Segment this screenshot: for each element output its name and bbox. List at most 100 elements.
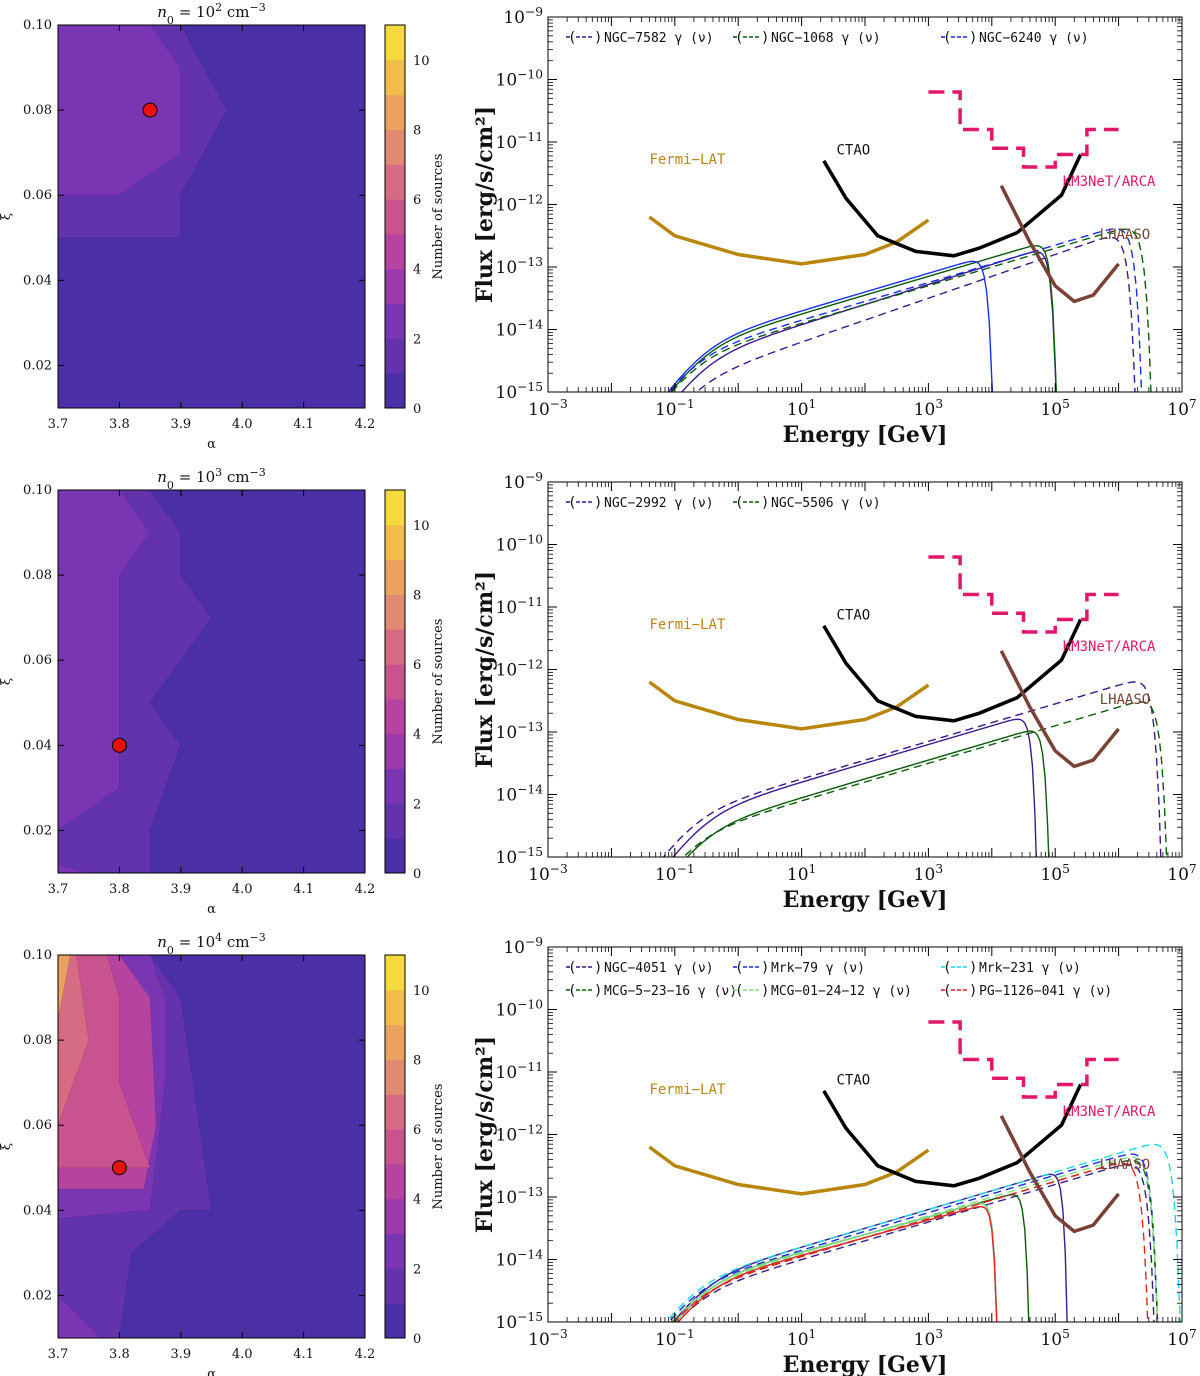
x-tick-label: 4.2 <box>355 1347 376 1362</box>
y-tick-label: 10−14 <box>496 1248 544 1271</box>
plot-frame <box>57 954 366 1339</box>
x-tick-label: 105 <box>1040 397 1069 420</box>
ctao-sensitivity <box>822 153 1083 258</box>
plot-area <box>648 555 1168 857</box>
legend-bracket: ) <box>594 960 602 976</box>
legend-label: NGC−1068 γ (ν) <box>771 31 881 46</box>
x-axis-label: Energy [GeV] <box>783 1352 948 1376</box>
x-tick-label: 3.7 <box>48 1347 69 1362</box>
neutrino-spectrum-line <box>665 1143 1181 1322</box>
gamma-spectrum-line <box>677 1205 998 1322</box>
colorbar-tick-label: 8 <box>413 123 421 138</box>
y-tick-label: 0.04 <box>23 1203 52 1218</box>
legend-label: MCG−01−24−12 γ (ν) <box>771 984 912 999</box>
x-tick-label: 10−1 <box>655 1327 695 1350</box>
y-tick-label: 0.06 <box>23 188 52 203</box>
plot-frame <box>57 24 366 409</box>
colorbar-frame <box>384 24 406 409</box>
y-tick-label: 0.02 <box>23 823 52 838</box>
ctao-sensitivity <box>822 1083 1083 1188</box>
colorbar-tick-label: 0 <box>413 402 421 417</box>
y-tick-label: 10−10 <box>496 533 543 556</box>
km3net-arca-sensitivity <box>928 90 1119 169</box>
lhaaso-label: LHAASO <box>1100 227 1151 243</box>
legend-bracket: ) <box>594 983 602 999</box>
sed-panel-6: Fermi−LAT CTAO KM3NeT/ARCA LHAASO 10−3 10−1 10… <box>472 935 1197 1376</box>
y-tick-label: 10−9 <box>503 470 543 493</box>
y-tick-label: 0.08 <box>23 568 52 583</box>
x-tick-label: 3.9 <box>170 417 191 432</box>
x-tick-label: 4.0 <box>232 417 253 432</box>
colorbar-label: Number of sources <box>431 619 446 745</box>
contour-panel-5: 3.7 3.8 3.9 4.0 4.1 4.2 0.02 0.04 0.06 0.08 0.10 α ξ… <box>0 931 446 1376</box>
x-tick-label: 4.0 <box>232 882 253 897</box>
legend-bracket: ( <box>735 983 743 999</box>
legend-entry: () NGC−4051 γ (ν) <box>566 960 714 976</box>
colorbar-segment <box>385 1094 405 1130</box>
legend-bracket: ( <box>943 960 951 976</box>
y-tick-label: 10−14 <box>496 318 544 341</box>
y-axis-label: Flux [erg/s/cm²] <box>472 571 498 768</box>
neutrino-spectrum-line <box>682 701 1168 857</box>
colorbar-segment <box>385 94 405 130</box>
x-tick-label: 101 <box>787 397 816 420</box>
colorbar-segment <box>385 303 405 339</box>
colorbar-frame <box>384 954 406 1339</box>
colorbar-segment <box>385 164 405 200</box>
legend-entry: () NGC−6240 γ (ν) <box>941 30 1089 46</box>
y-tick-label: 0.06 <box>23 1118 52 1133</box>
y-tick-label: 10−13 <box>496 720 543 743</box>
colorbar-segment <box>385 1024 405 1060</box>
colorbar-tick-label: 8 <box>413 1053 421 1068</box>
y-tick-label: 10−13 <box>496 1185 543 1208</box>
best-fit-marker <box>142 102 158 118</box>
neutrino-spectrum-line <box>667 228 1143 392</box>
legend-bracket: ) <box>969 983 977 999</box>
legend-bracket: ) <box>761 495 769 511</box>
x-tick-label: 10−3 <box>528 862 568 885</box>
x-tick-label: 3.8 <box>109 1347 130 1362</box>
contour-panel-1: 3.7 3.8 3.9 4.0 4.1 4.2 0.02 0.04 0.06 0.08 0.10 α ξ… <box>0 1 446 453</box>
y-tick-label: 0.10 <box>23 483 52 498</box>
y-axis-label: Flux [erg/s/cm²] <box>472 106 498 303</box>
legend-bracket: ) <box>761 983 769 999</box>
y-tick-label: 10−15 <box>496 1310 543 1333</box>
legend-entry: () NGC−2992 γ (ν) <box>566 495 714 511</box>
colorbar-segment <box>385 1303 405 1339</box>
x-tick-label: 4.0 <box>232 1347 253 1362</box>
y-tick-label: 0.06 <box>23 653 52 668</box>
sed-panel-2: Fermi−LAT CTAO KM3NeT/ARCA LHAASO 10−3 10−1 10… <box>472 5 1197 448</box>
colorbar-segment <box>385 129 405 165</box>
plot-frame <box>547 16 1183 393</box>
y-tick-label: 0.02 <box>23 1288 52 1303</box>
x-tick-label: 3.9 <box>170 1347 191 1362</box>
colorbar-segment <box>385 524 405 561</box>
x-tick-label: 107 <box>1167 397 1196 420</box>
colorbar-tick-label: 0 <box>413 1332 421 1347</box>
y-tick-label: 0.02 <box>23 358 52 373</box>
colorbar-segment <box>385 373 405 409</box>
legend-bracket: ( <box>568 495 576 511</box>
km3net-arca-label: KM3NeT/ARCA <box>1063 639 1156 655</box>
colorbar-tick-label: 6 <box>413 658 421 673</box>
x-tick-label: 103 <box>914 397 943 420</box>
x-tick-label: 4.1 <box>293 882 314 897</box>
legend-entry: () MCG−01−24−12 γ (ν) <box>733 983 912 999</box>
neutrino-spectrum-line <box>670 1156 1159 1322</box>
gamma-spectrum-line <box>672 718 1037 857</box>
colorbar-segment <box>385 594 405 630</box>
x-tick-label: 101 <box>787 1327 816 1350</box>
colorbar-tick-label: 10 <box>413 984 430 999</box>
x-axis-label: Energy [GeV] <box>783 422 948 448</box>
colorbar-tick-label: 10 <box>413 54 430 69</box>
plot-area <box>648 90 1152 392</box>
gamma-spectrum-line <box>669 245 1057 392</box>
fermi-lat-label: Fermi−LAT <box>649 152 725 168</box>
panel-title: n0 = 103 cm−3 <box>157 466 266 492</box>
legend-bracket: ) <box>969 30 977 46</box>
y-tick-label: 10−14 <box>496 783 544 806</box>
y-axis-label: ξ <box>0 1143 14 1150</box>
contour-panel-3: 3.7 3.8 3.9 4.0 4.1 4.2 0.02 0.04 0.06 0.08 0.10 α ξ… <box>0 466 446 918</box>
legend-label: NGC−6240 γ (ν) <box>979 31 1089 46</box>
legend-entry: () NGC−1068 γ (ν) <box>733 30 881 46</box>
